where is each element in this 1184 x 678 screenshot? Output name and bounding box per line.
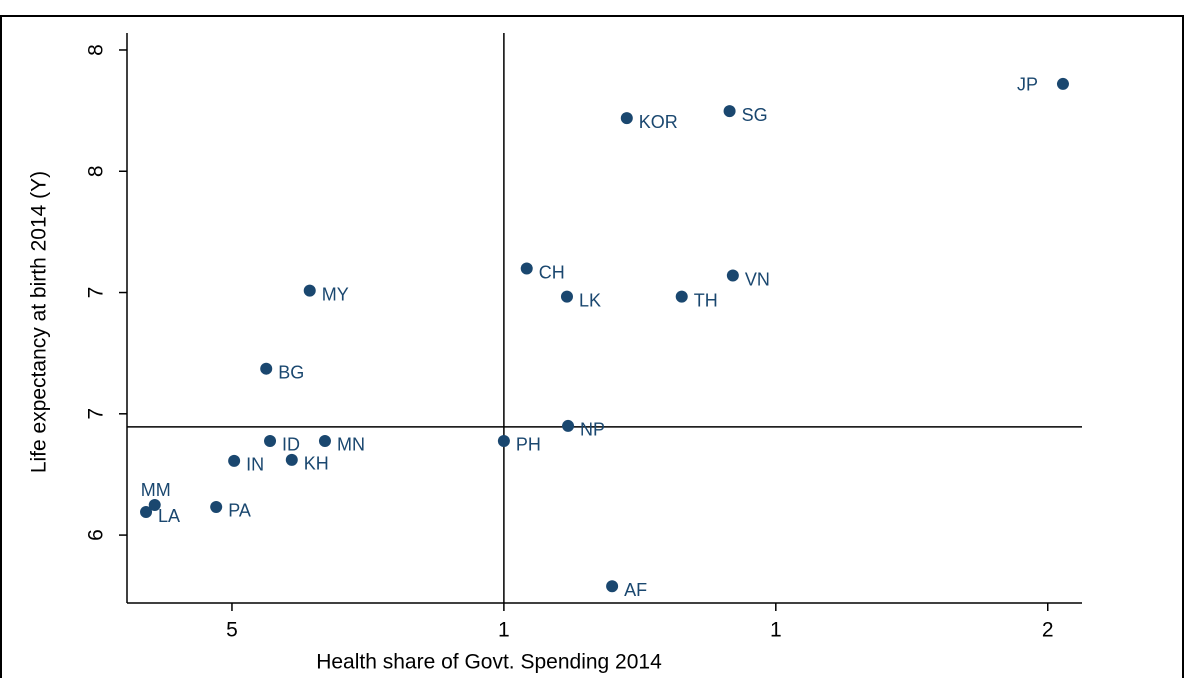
point	[285, 453, 298, 466]
point	[260, 362, 273, 375]
point-label: KOR	[639, 112, 678, 132]
x-tick-label: 5	[226, 619, 238, 642]
point-label: KH	[304, 454, 329, 474]
point	[210, 500, 223, 513]
point-label: NP	[580, 420, 605, 440]
point-label: BG	[278, 362, 304, 382]
y-tick-label: 7	[85, 287, 108, 299]
x-tick-label: 1	[498, 619, 510, 642]
point	[562, 419, 575, 432]
y-tick-label: 6	[85, 529, 108, 541]
point	[497, 434, 510, 447]
y-tick-label: 7	[85, 408, 108, 420]
point-label: IN	[246, 455, 264, 475]
point	[303, 284, 316, 297]
point	[726, 269, 739, 282]
point-label: MM	[141, 480, 171, 500]
point	[560, 290, 573, 303]
x-tick-label: 2	[1042, 619, 1054, 642]
point-label: AF	[624, 580, 647, 600]
point-label: SG	[742, 105, 768, 125]
point-label: LK	[579, 290, 601, 310]
x-axis-title: Health share of Govt. Spending 2014	[316, 651, 662, 674]
point-label: ID	[282, 435, 300, 455]
point	[228, 454, 241, 467]
point-label: MN	[337, 435, 365, 455]
point	[520, 262, 533, 275]
x-tick-label: 1	[770, 619, 782, 642]
point	[148, 499, 161, 512]
point-label: TH	[694, 290, 718, 310]
y-tick-label: 8	[85, 44, 108, 56]
point	[620, 112, 633, 125]
point	[606, 580, 619, 593]
point	[675, 290, 688, 303]
point-label: MY	[322, 284, 349, 304]
point-label: PA	[228, 501, 251, 521]
point	[318, 434, 331, 447]
point	[140, 506, 153, 519]
frame	[0, 15, 1184, 678]
point	[264, 434, 277, 447]
point-label: LA	[158, 506, 180, 526]
point-label: JP	[1017, 75, 1038, 95]
point-label: PH	[516, 435, 541, 455]
point	[723, 105, 736, 118]
point-label: VN	[745, 269, 770, 289]
point-label: CH	[539, 262, 565, 282]
y-tick-label: 8	[85, 165, 108, 177]
y-axis-title: Life expectancy at birth 2014 (Y)	[28, 171, 51, 473]
point	[1056, 77, 1069, 90]
